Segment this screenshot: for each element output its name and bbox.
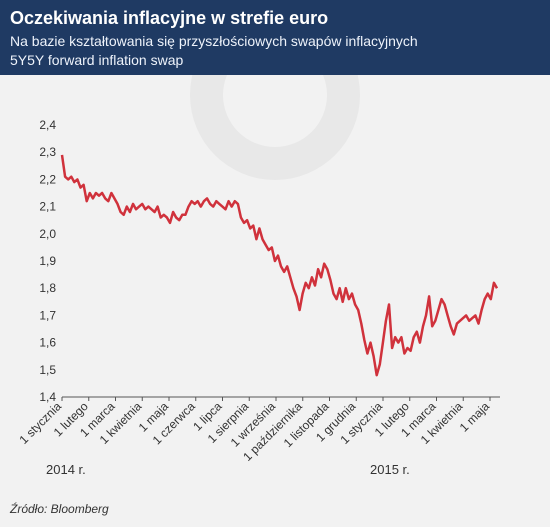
y-tick-label: 1,6 — [39, 336, 56, 350]
chart-title: Oczekiwania inflacyjne w strefie euro — [10, 8, 329, 28]
y-tick-label: 2,3 — [39, 145, 56, 159]
chart-header: Oczekiwania inflacyjne w strefie euro Na… — [0, 0, 550, 75]
y-tick-label: 1,9 — [39, 254, 56, 268]
series-line — [60, 154, 499, 377]
chart-area: 2,42,32,22,12,01,91,81,71,61,51,4 1 styc… — [16, 75, 500, 464]
y-tick-label: 1,7 — [39, 308, 56, 322]
y-tick-label: 1,8 — [39, 281, 56, 295]
y-tick-label: 2,0 — [39, 227, 56, 241]
y-tick-label: 1,4 — [39, 390, 56, 404]
x-tick-label: 1 maja — [457, 399, 493, 435]
year-label-2014: 2014 r. — [46, 462, 86, 477]
watermark-logo-inner — [223, 75, 327, 147]
y-tick-label: 2,4 — [39, 118, 56, 132]
y-tick-label: 2,1 — [39, 200, 56, 214]
chart-subtitle-line-1: Na bazie kształtowania się przyszłościow… — [10, 33, 418, 49]
chart-subtitle-line-2: 5Y5Y forward inflation swap — [10, 52, 184, 68]
source-note: Źródło: Bloomberg — [10, 502, 109, 516]
y-tick-label: 2,2 — [39, 172, 56, 186]
y-tick-label: 1,5 — [39, 363, 56, 377]
year-label-2015: 2015 r. — [370, 462, 410, 477]
